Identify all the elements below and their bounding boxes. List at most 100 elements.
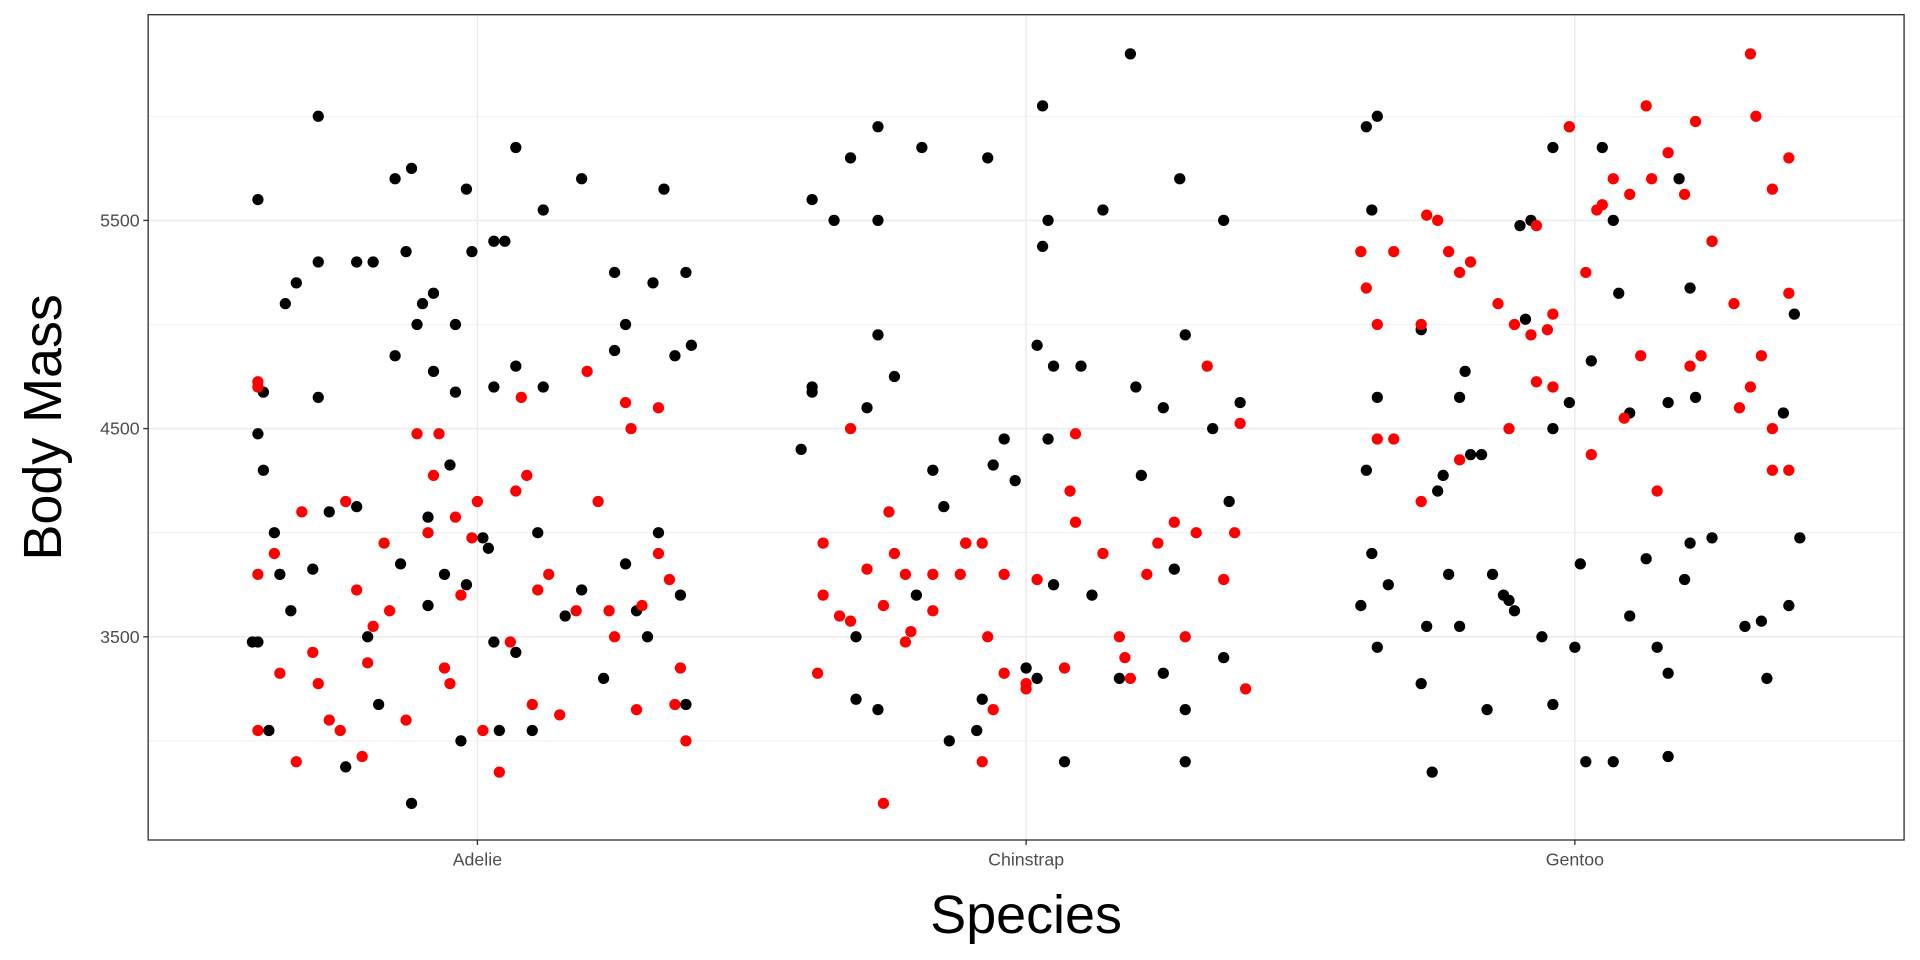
data-point-red-adelie xyxy=(532,584,544,596)
data-point-red-gentoo xyxy=(1766,422,1779,435)
data-point-red-chinstrap xyxy=(1152,537,1164,549)
data-point-black-adelie xyxy=(608,344,621,357)
data-point-black-chinstrap xyxy=(1179,704,1191,716)
data-point-red-chinstrap xyxy=(888,547,901,560)
data-point-red-gentoo xyxy=(1371,433,1383,445)
data-point-red-chinstrap xyxy=(1124,672,1137,685)
data-point-red-adelie xyxy=(603,605,615,617)
data-point-red-chinstrap xyxy=(1229,527,1241,539)
data-point-red-gentoo xyxy=(1646,173,1658,185)
data-point-red-adelie xyxy=(515,391,527,403)
data-point-red-chinstrap xyxy=(982,631,994,643)
data-point-red-adelie xyxy=(619,396,632,409)
data-point-red-chinstrap xyxy=(1069,516,1082,528)
data-point-black-gentoo xyxy=(1794,532,1806,544)
data-point-red-gentoo xyxy=(1706,235,1718,247)
data-point-black-gentoo xyxy=(1673,173,1685,185)
data-point-black-adelie xyxy=(488,235,500,247)
data-point-black-adelie xyxy=(493,724,505,737)
data-point-black-chinstrap xyxy=(872,704,884,716)
data-point-black-adelie xyxy=(499,235,511,247)
data-point-black-adelie xyxy=(449,318,462,331)
data-point-black-chinstrap xyxy=(1086,589,1098,601)
data-point-red-gentoo xyxy=(1624,188,1636,201)
data-point-red-adelie xyxy=(466,532,478,544)
data-point-red-gentoo xyxy=(1530,219,1543,232)
data-point-red-adelie xyxy=(444,678,456,690)
data-point-red-gentoo xyxy=(1415,318,1427,331)
data-point-black-gentoo xyxy=(1459,365,1471,377)
data-point-red-chinstrap xyxy=(1239,683,1252,695)
data-point-black-adelie xyxy=(647,277,659,289)
data-point-red-adelie xyxy=(290,756,302,768)
data-point-black-gentoo xyxy=(1481,704,1493,716)
data-point-red-gentoo xyxy=(1541,324,1554,336)
data-point-red-gentoo xyxy=(1464,256,1477,268)
data-point-black-gentoo xyxy=(1415,678,1427,690)
data-point-red-adelie xyxy=(674,662,687,674)
data-point-red-chinstrap xyxy=(1218,573,1230,586)
data-point-black-gentoo xyxy=(1706,532,1718,544)
data-point-red-gentoo xyxy=(1607,173,1619,185)
data-point-black-chinstrap xyxy=(1097,204,1109,216)
data-point-black-adelie xyxy=(257,464,270,476)
data-point-red-adelie xyxy=(669,698,681,711)
data-point-red-chinstrap xyxy=(861,563,873,575)
data-point-black-gentoo xyxy=(1355,599,1367,612)
data-point-red-gentoo xyxy=(1388,245,1400,258)
data-point-red-adelie xyxy=(356,750,368,763)
data-point-black-adelie xyxy=(449,386,462,398)
data-point-black-chinstrap xyxy=(1179,329,1191,341)
data-point-black-chinstrap xyxy=(1042,433,1054,445)
x-tick-label: Adelie xyxy=(453,850,502,870)
data-point-black-gentoo xyxy=(1547,141,1559,154)
data-point-black-adelie xyxy=(252,193,264,206)
data-point-black-adelie xyxy=(510,646,522,659)
data-point-red-gentoo xyxy=(1596,199,1608,211)
data-point-black-gentoo xyxy=(1739,620,1751,633)
data-point-black-chinstrap xyxy=(1218,214,1230,227)
data-point-black-adelie xyxy=(532,527,544,539)
data-point-red-gentoo xyxy=(1662,147,1674,159)
data-point-red-chinstrap xyxy=(954,568,966,580)
data-point-red-gentoo xyxy=(1695,350,1707,362)
data-point-black-adelie xyxy=(460,183,473,195)
data-point-black-gentoo xyxy=(1662,667,1674,679)
data-point-black-chinstrap xyxy=(943,735,955,747)
data-point-red-gentoo xyxy=(1651,485,1663,497)
data-point-red-adelie xyxy=(323,714,335,726)
data-point-black-adelie xyxy=(351,501,363,513)
data-point-black-adelie xyxy=(274,568,286,580)
data-point-red-adelie xyxy=(510,485,522,497)
data-point-black-gentoo xyxy=(1569,641,1581,653)
data-point-red-adelie xyxy=(438,662,451,674)
data-point-red-gentoo xyxy=(1733,402,1746,414)
data-point-black-adelie xyxy=(405,797,418,809)
data-point-black-adelie xyxy=(411,318,423,331)
data-point-black-gentoo xyxy=(1437,469,1449,482)
data-point-black-adelie xyxy=(460,579,473,591)
data-point-red-gentoo xyxy=(1421,209,1433,221)
data-point-black-adelie xyxy=(263,724,275,737)
data-point-red-chinstrap xyxy=(1064,485,1076,497)
data-point-red-chinstrap xyxy=(1234,417,1246,430)
data-point-black-adelie xyxy=(526,724,538,737)
axes: 3500 4500 5500 Adelie Chinstrap Gentoo xyxy=(100,211,1604,870)
data-point-black-gentoo xyxy=(1613,287,1625,299)
data-point-black-adelie xyxy=(405,162,418,174)
data-point-red-adelie xyxy=(367,620,379,633)
data-point-black-gentoo xyxy=(1684,537,1696,549)
data-point-black-adelie xyxy=(252,428,264,440)
data-point-red-chinstrap xyxy=(1141,568,1153,580)
data-point-black-chinstrap xyxy=(1168,563,1180,575)
data-point-black-adelie xyxy=(559,610,571,622)
data-point-black-chinstrap xyxy=(1218,651,1230,664)
data-point-red-chinstrap xyxy=(817,537,829,549)
data-point-red-adelie xyxy=(411,428,423,440)
data-point-black-chinstrap xyxy=(1058,756,1071,768)
data-point-black-gentoo xyxy=(1684,282,1696,294)
data-point-red-chinstrap xyxy=(811,667,824,679)
data-point-red-adelie xyxy=(383,605,396,617)
data-point-black-gentoo xyxy=(1640,553,1652,565)
data-point-red-adelie xyxy=(378,537,390,549)
